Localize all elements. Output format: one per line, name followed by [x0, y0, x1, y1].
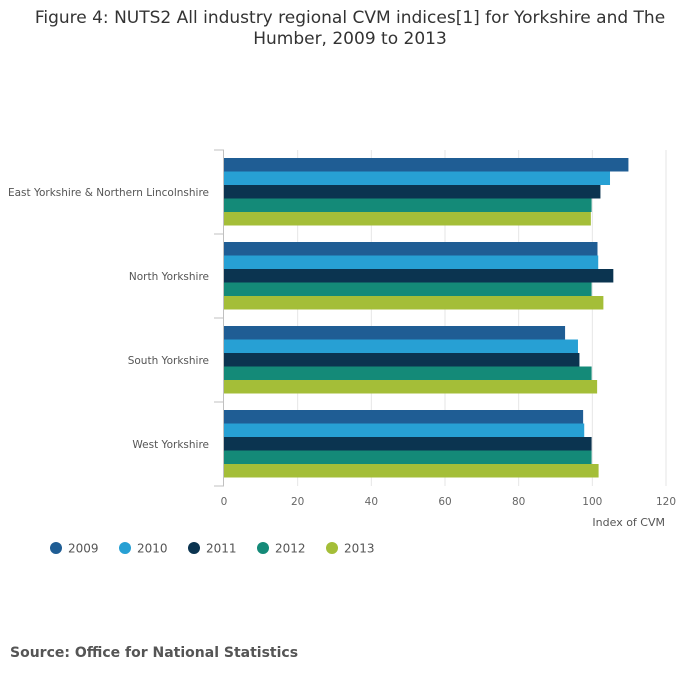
- bar-2012-4: [224, 450, 592, 464]
- bar-2009-1: [224, 158, 629, 172]
- bar-2012-2: [224, 282, 592, 296]
- x-tick-label: 100: [582, 496, 602, 508]
- bar-2012-1: [224, 198, 592, 212]
- x-tick-label: 80: [512, 496, 525, 508]
- bar-2012-3: [224, 366, 592, 380]
- legend-label-2010: 2010: [137, 542, 168, 556]
- bar-2010-1: [224, 171, 611, 185]
- bar-2013-3: [224, 380, 598, 394]
- bar-2009-4: [224, 410, 584, 424]
- legend-marker-2012: [257, 542, 269, 554]
- bar-2009-2: [224, 242, 598, 256]
- category-label: North Yorkshire: [129, 271, 209, 283]
- chart-title: Figure 4: NUTS2 All industry regional CV…: [0, 8, 700, 50]
- category-label: South Yorkshire: [128, 355, 209, 367]
- x-tick-label: 0: [221, 496, 228, 508]
- bar-2013-2: [224, 296, 604, 310]
- bar-2011-4: [224, 437, 592, 451]
- x-tick-label: 40: [365, 496, 378, 508]
- category-label: West Yorkshire: [132, 439, 209, 451]
- source-note: Source: Office for National Statistics: [10, 645, 299, 661]
- legend-label-2011: 2011: [206, 542, 237, 556]
- x-tick-label: 120: [656, 496, 676, 508]
- legend-label-2009: 2009: [68, 542, 99, 556]
- bar-2013-4: [224, 464, 599, 478]
- bar-2013-1: [224, 212, 591, 226]
- x-tick-label: 60: [438, 496, 451, 508]
- x-axis-title: Index of CVM: [592, 516, 665, 529]
- x-tick-label: 20: [291, 496, 304, 508]
- category-label: East Yorkshire & Northern Lincolnshire: [8, 187, 209, 199]
- legend-marker-2009: [50, 542, 62, 554]
- legend-marker-2010: [119, 542, 131, 554]
- legend-marker-2013: [326, 542, 338, 554]
- bar-2010-4: [224, 423, 585, 437]
- legend-marker-2011: [188, 542, 200, 554]
- bar-2009-3: [224, 326, 566, 340]
- bar-2011-2: [224, 269, 614, 283]
- bar-2011-3: [224, 353, 580, 367]
- legend-label-2013: 2013: [344, 542, 375, 556]
- bar-2010-2: [224, 255, 599, 269]
- legend-label-2012: 2012: [275, 542, 306, 556]
- chart-title-line-2: Humber, 2009 to 2013: [253, 29, 447, 49]
- bar-chart: East Yorkshire & Northern Lincolnshire No…: [8, 149, 676, 556]
- bar-2010-3: [224, 339, 578, 353]
- bar-2011-1: [224, 185, 601, 199]
- chart-title-line-1: Figure 4: NUTS2 All industry regional CV…: [34, 8, 666, 28]
